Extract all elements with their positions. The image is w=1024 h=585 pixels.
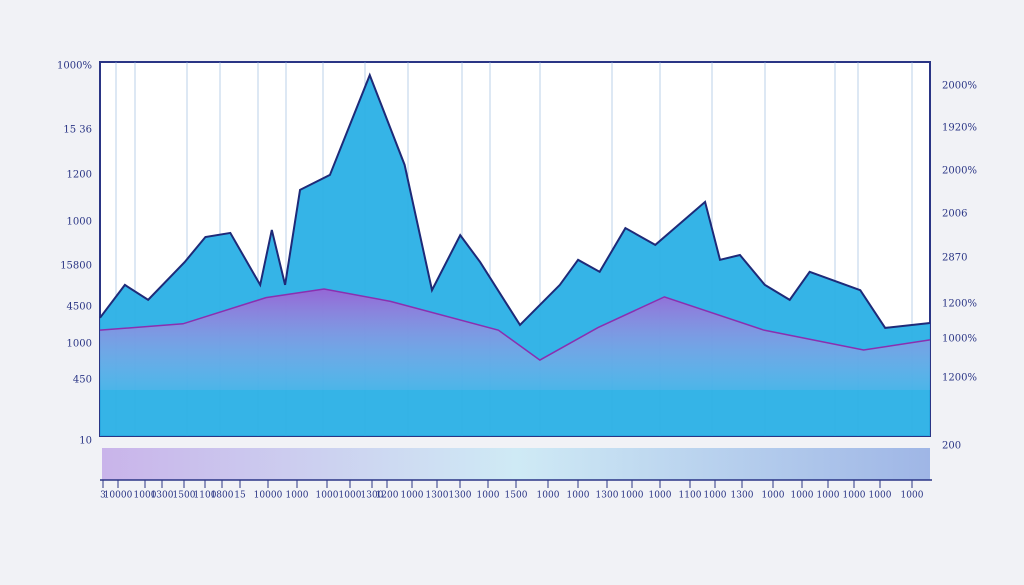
x-label: 1000 xyxy=(621,491,644,501)
x-label: 1000 xyxy=(477,491,500,501)
x-label: 1300 xyxy=(596,491,619,501)
right-label: 1200% xyxy=(942,299,977,310)
x-label: 1000 xyxy=(316,491,339,501)
x-label: 1000 xyxy=(901,491,924,501)
left-label: 15 36 xyxy=(63,125,92,136)
x-label: 1800 xyxy=(211,491,234,501)
x-label: 1000 xyxy=(649,491,672,501)
right-label: 2006 xyxy=(942,209,967,220)
right-label: 200 xyxy=(942,441,961,452)
right-label: 1920% xyxy=(942,123,977,134)
x-label: 1000 xyxy=(286,491,309,501)
x-label: 1500 xyxy=(173,491,196,501)
x-label: 1000 xyxy=(339,491,362,501)
left-label: 10 xyxy=(79,436,92,447)
left-label: 1200 xyxy=(67,170,92,181)
left-label: 1000% xyxy=(57,61,92,72)
x-label: 1000 xyxy=(869,491,892,501)
x-label: 1100 xyxy=(679,491,702,501)
left-label: 1000 xyxy=(67,339,92,350)
x-label: 1000 xyxy=(567,491,590,501)
x-label: 1000 xyxy=(817,491,840,501)
left-label: 4500 xyxy=(67,302,92,313)
left-label: 450 xyxy=(73,375,92,386)
x-label: 1500 xyxy=(505,491,528,501)
right-label: 2000% xyxy=(942,81,977,92)
right-label: 2870 xyxy=(942,253,967,264)
area xyxy=(100,289,930,390)
x-label: 1000 xyxy=(843,491,866,501)
x-label: 1000 xyxy=(704,491,727,501)
left-label: 15800 xyxy=(60,261,92,272)
line xyxy=(99,288,931,361)
x-label: 1000 xyxy=(537,491,560,501)
right-label: 2000% xyxy=(942,166,977,177)
range-bar xyxy=(102,448,930,480)
right-label: 1200% xyxy=(942,373,977,384)
x-label: 1300 xyxy=(731,491,754,501)
x-label: 1000 xyxy=(791,491,814,501)
x-label: 1000 xyxy=(762,491,785,501)
x-label: 1300 xyxy=(151,491,174,501)
x-label: 1200 xyxy=(376,491,399,501)
x-label: 3 xyxy=(100,491,106,501)
x-label: 1300 xyxy=(361,491,384,501)
x-label: 1300 xyxy=(426,491,449,501)
x-label: 1000 xyxy=(401,491,424,501)
x-label: 10000 xyxy=(104,491,133,501)
x-label: 1300 xyxy=(449,491,472,501)
x-label: 10000 xyxy=(254,491,283,501)
x-label: 1100 xyxy=(194,491,217,501)
left-label: 1000 xyxy=(67,217,92,228)
x-label: 1000 xyxy=(134,491,157,501)
x-label: 15 xyxy=(234,491,246,501)
right-label: 1000% xyxy=(942,334,977,345)
line xyxy=(99,72,931,329)
